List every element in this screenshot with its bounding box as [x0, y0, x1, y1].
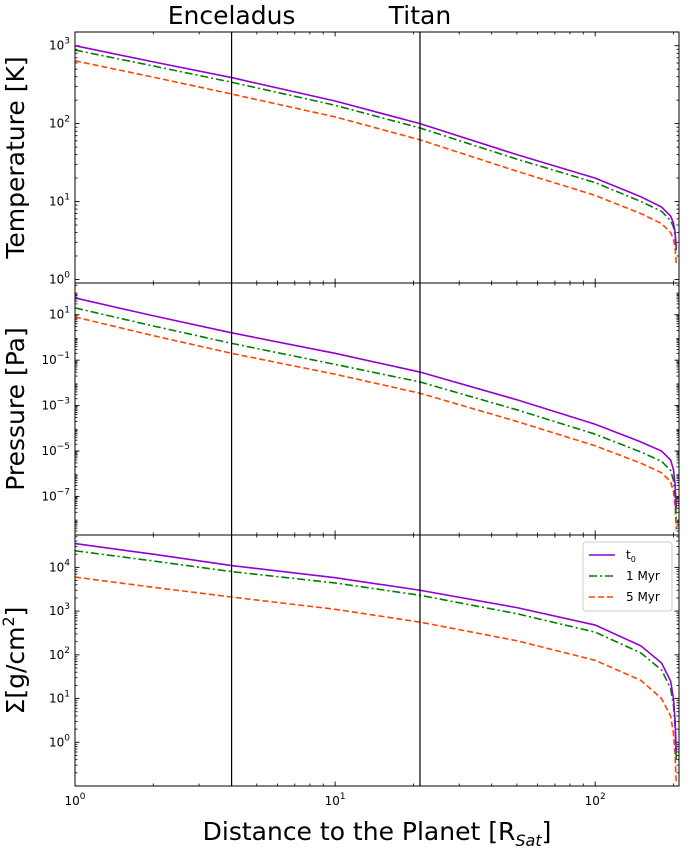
- y-tick-label: 10−5: [41, 442, 70, 458]
- legend-box: [582, 541, 673, 612]
- panel-2: 10−7 10−5 10−3 10−1 101 Pressure [Pa]: [1, 282, 680, 536]
- series-line-5-myr: [75, 60, 678, 264]
- panel-frame: [74, 31, 680, 284]
- y-tick-label: 101: [49, 306, 70, 322]
- y-tick-label: 100: [49, 733, 70, 749]
- y-tick-label: 103: [49, 37, 70, 53]
- series-group: [75, 44, 678, 264]
- y-axis-label: Temperature [K]: [1, 56, 30, 259]
- y-tick-label: 10−7: [41, 487, 70, 503]
- panel-frame: [74, 282, 680, 536]
- panel-frame: [74, 534, 680, 787]
- series-group: [75, 297, 678, 530]
- series-line-1-myr: [75, 307, 678, 520]
- y-tick-label: 101: [49, 193, 70, 209]
- x-axis: 100 101 102 Distance to the Planet [RSat]: [64, 792, 605, 850]
- legend: t0 1 Myr 5 Myr: [582, 541, 673, 612]
- series-line-t0: [75, 44, 678, 249]
- legend-label: 5 Myr: [626, 590, 660, 604]
- panel-1: 100 101 102 103 Temperature [K]: [1, 31, 680, 286]
- moon-labels: Enceladus Titan: [168, 1, 451, 30]
- y-tick-label: 10−1: [41, 351, 70, 367]
- y-tick-label: 101: [49, 690, 70, 706]
- x-tick-label: 101: [325, 792, 346, 808]
- x-axis-label: Distance to the Planet [RSat]: [203, 817, 552, 850]
- y-tick-label: 10−3: [41, 397, 70, 413]
- y-tick-label: 104: [49, 558, 70, 574]
- x-tick-label: 102: [585, 792, 606, 808]
- y-tick-label: 103: [49, 602, 70, 618]
- moon-label-enceladus: Enceladus: [168, 1, 296, 30]
- x-tick-label: 100: [64, 792, 85, 808]
- series-line-5-myr: [75, 316, 678, 530]
- series-line-t0: [75, 297, 678, 509]
- y-axis-label: Pressure [Pa]: [1, 327, 30, 490]
- y-axis-label: Σ[g/cm2]: [0, 607, 30, 715]
- panel-3: 100 101 102 103 104 Σ[g/cm2]: [0, 534, 680, 787]
- legend-label: 1 Myr: [626, 569, 660, 583]
- legend-label: t0: [626, 548, 636, 564]
- y-tick-label: 100: [49, 270, 70, 286]
- y-tick-label: 102: [49, 115, 70, 131]
- moon-label-titan: Titan: [388, 1, 451, 30]
- y-tick-label: 102: [49, 646, 70, 662]
